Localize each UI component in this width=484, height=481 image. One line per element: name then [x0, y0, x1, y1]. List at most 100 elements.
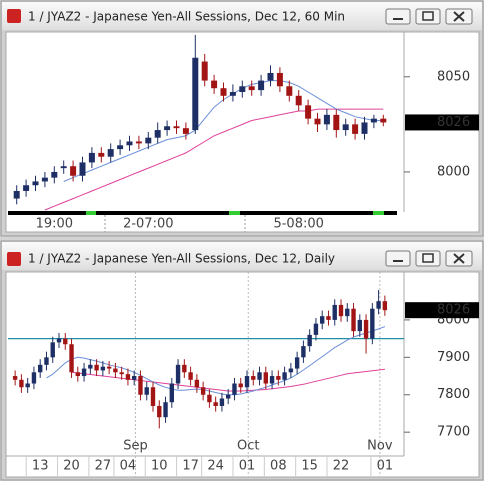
- candle-body: [144, 387, 149, 395]
- candle-body: [107, 149, 114, 157]
- candle-body: [41, 177, 48, 182]
- y-tick-label: 7700: [437, 425, 470, 440]
- candle-body: [232, 383, 237, 395]
- candle-body: [352, 124, 359, 134]
- y-tick-label: 8050: [437, 69, 470, 84]
- candle-body: [60, 166, 67, 169]
- x-tick-label: 04: [120, 459, 137, 474]
- candle-body: [12, 376, 18, 380]
- x-tick-label: 27: [95, 459, 112, 474]
- candle-body: [138, 376, 143, 395]
- x-tick-label: 13: [32, 459, 49, 474]
- candle-body: [342, 124, 349, 131]
- candle-body: [219, 398, 225, 406]
- candle-body: [361, 122, 368, 134]
- candle-body: [126, 141, 133, 146]
- candle-body: [382, 301, 388, 311]
- x-tick-label: 24: [207, 459, 224, 474]
- candle-body: [63, 338, 68, 345]
- x-tick-label: 22: [333, 459, 350, 474]
- candle-body: [19, 379, 24, 388]
- candle-body: [56, 338, 62, 343]
- month-label: Sep: [123, 439, 148, 454]
- candle-body: [154, 130, 161, 138]
- candle-body: [276, 376, 281, 380]
- month-label: Nov: [367, 439, 393, 454]
- window-title: 1 / JYAZ2 - Japanese Yen-All Sessions, D…: [28, 252, 335, 266]
- x-tick-label: 19:00: [36, 217, 73, 232]
- candle-body: [211, 80, 218, 89]
- candle-body: [326, 316, 331, 320]
- candle-body: [332, 304, 337, 320]
- candle-body: [173, 126, 180, 129]
- candle-body: [376, 301, 381, 309]
- candle-body: [25, 383, 30, 388]
- candle-body: [13, 190, 20, 199]
- x-tick-label: 15: [301, 459, 318, 474]
- candle-body: [192, 57, 199, 131]
- candle-body: [338, 304, 344, 317]
- candle-body: [75, 372, 80, 377]
- candle-body: [44, 357, 49, 365]
- y-tick-label: 7900: [437, 350, 470, 365]
- x-tick-label: 17: [182, 459, 199, 474]
- candle-body: [157, 405, 162, 418]
- candle-body: [333, 114, 340, 131]
- candle-body: [145, 137, 152, 144]
- candle-body: [267, 72, 274, 81]
- x-tick-label: 20: [63, 459, 80, 474]
- candle-body: [119, 372, 124, 375]
- candle-body: [345, 308, 350, 317]
- candle-body: [307, 334, 312, 347]
- candle-body: [188, 372, 193, 380]
- window-top: 1 / JYAZ2 - Japanese Yen-All Sessions, D…: [0, 0, 484, 237]
- candle-body: [239, 86, 246, 92]
- x-tick-label: 5-08:00: [273, 217, 323, 232]
- last-price-label: 8026: [437, 115, 470, 130]
- candle-body: [363, 319, 369, 339]
- candle-body: [305, 105, 312, 119]
- candle-body: [288, 368, 294, 373]
- candle-body: [50, 342, 55, 358]
- window-bottom: 1 / JYAZ2 - Japanese Yen-All Sessions, D…: [0, 240, 484, 481]
- candle-body: [263, 372, 268, 384]
- candle-body: [351, 308, 356, 332]
- candle-body: [244, 376, 250, 388]
- candle-body: [88, 364, 93, 369]
- candle-body: [238, 383, 243, 388]
- candle-body: [213, 402, 218, 406]
- moving-average: [44, 108, 384, 211]
- candle-body: [70, 166, 77, 176]
- candle-body: [81, 368, 87, 377]
- candle-body: [169, 383, 174, 403]
- candle-body: [135, 141, 142, 144]
- x-tick-label: 08: [270, 459, 287, 474]
- candle-body: [323, 114, 330, 125]
- candle-body: [257, 372, 262, 380]
- last-price-marker: [405, 114, 479, 131]
- candle-body: [88, 152, 95, 163]
- y-tick-label: 8000: [437, 164, 470, 179]
- candle-body: [150, 387, 156, 406]
- y-tick-label: 7800: [437, 387, 470, 402]
- candle-body: [201, 61, 208, 81]
- candle-body: [295, 95, 302, 106]
- candle-body: [182, 128, 189, 134]
- candle-body: [163, 402, 168, 418]
- candle-body: [106, 366, 112, 369]
- candle-body: [276, 72, 283, 87]
- candle-body: [79, 162, 86, 176]
- candle-body: [31, 372, 37, 384]
- candle-body: [282, 372, 287, 380]
- candle-body: [370, 308, 375, 339]
- candle-body: [370, 118, 377, 123]
- window-buttons[interactable]: [385, 8, 473, 25]
- candle-body: [207, 394, 212, 403]
- candle-body: [117, 145, 124, 150]
- candle-body: [248, 86, 255, 91]
- window-title: 1 / JYAZ2 - Japanese Yen-All Sessions, D…: [28, 10, 345, 24]
- candle-body: [51, 171, 58, 178]
- candle-body: [226, 394, 231, 399]
- candle-body: [69, 344, 74, 373]
- window-buttons[interactable]: [385, 250, 473, 267]
